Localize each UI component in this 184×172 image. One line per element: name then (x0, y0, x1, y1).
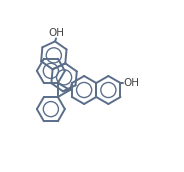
Text: OH: OH (123, 78, 139, 88)
Text: OH: OH (48, 28, 64, 38)
